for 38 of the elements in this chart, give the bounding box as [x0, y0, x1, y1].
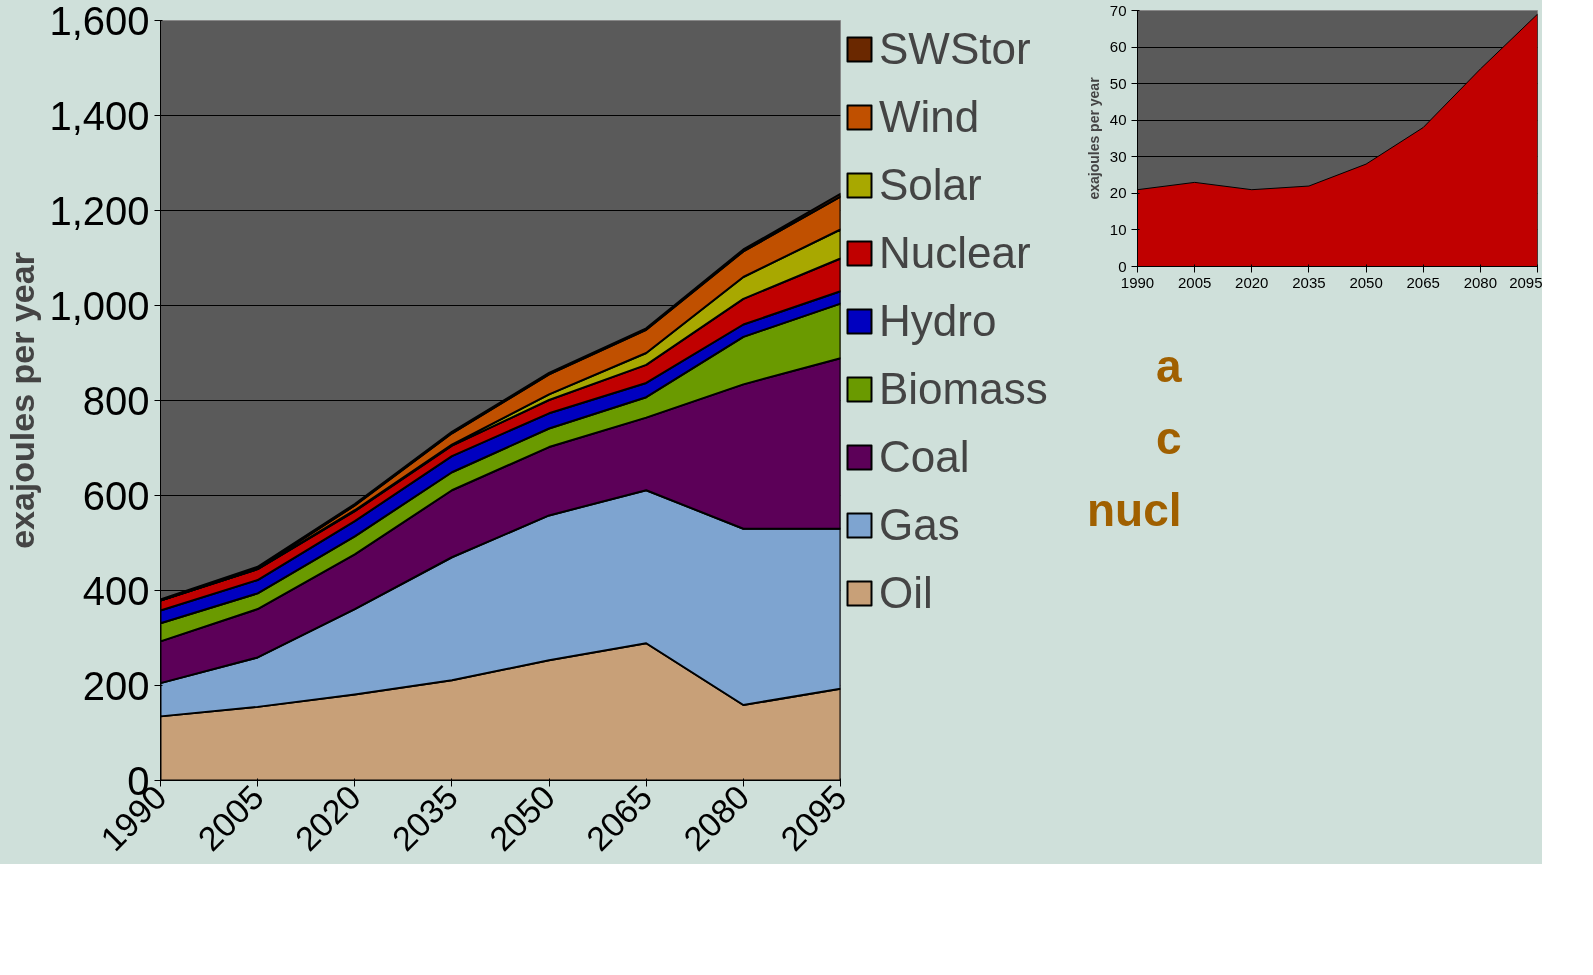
y-tick-label: 30	[1109, 147, 1127, 165]
y-tick-label: 10	[1109, 220, 1127, 238]
legend-label: Biomass	[879, 364, 1048, 414]
y-tick-label: 1,000	[49, 283, 150, 328]
text: nucl	[1087, 483, 1182, 538]
y-tick-label: 200	[82, 663, 150, 708]
text: a	[1154, 339, 1182, 394]
x-tick-label: 1990	[1120, 273, 1155, 291]
y-axis-title: exajoules per year	[3, 252, 42, 549]
y-axis-title: exajoules per year	[1085, 76, 1102, 200]
x-tick-label: 2035	[1292, 273, 1326, 291]
y-tick-label: 1,200	[49, 188, 150, 233]
y-tick-label: 800	[82, 378, 150, 423]
y-tick-label: 70	[1109, 1, 1127, 19]
legend-label: SWStor	[879, 24, 1031, 74]
x-tick-label: 2020	[1235, 273, 1269, 291]
y-tick-label: 60	[1109, 38, 1127, 56]
x-tick-label: 2065	[1406, 273, 1440, 291]
legend-label: Wind	[879, 92, 980, 142]
y-tick-label: 1,600	[49, 0, 150, 43]
legend-label: Oil	[879, 568, 933, 618]
y-tick-label: 50	[1109, 74, 1127, 92]
y-tick-label: 400	[82, 568, 150, 613]
y-tick-label: 20	[1109, 184, 1127, 202]
text: c	[1154, 411, 1182, 466]
y-tick-label: 0	[1118, 257, 1127, 275]
x-tick-label: 2080	[1463, 273, 1498, 291]
y-tick-label: 600	[82, 473, 150, 518]
y-tick-label: 1,400	[49, 93, 150, 138]
legend-label: Gas	[879, 500, 960, 550]
legend-label: Nuclear	[879, 228, 1031, 278]
y-tick-label: 40	[1109, 111, 1127, 129]
x-tick-label: 2005	[1177, 273, 1212, 291]
legend-label: Coal	[879, 432, 970, 482]
legend-label: Solar	[879, 160, 982, 210]
x-tick-label: 2050	[1349, 273, 1383, 291]
x-tick-label: 2095	[1509, 273, 1543, 291]
legend-label: Hydro	[879, 296, 997, 346]
